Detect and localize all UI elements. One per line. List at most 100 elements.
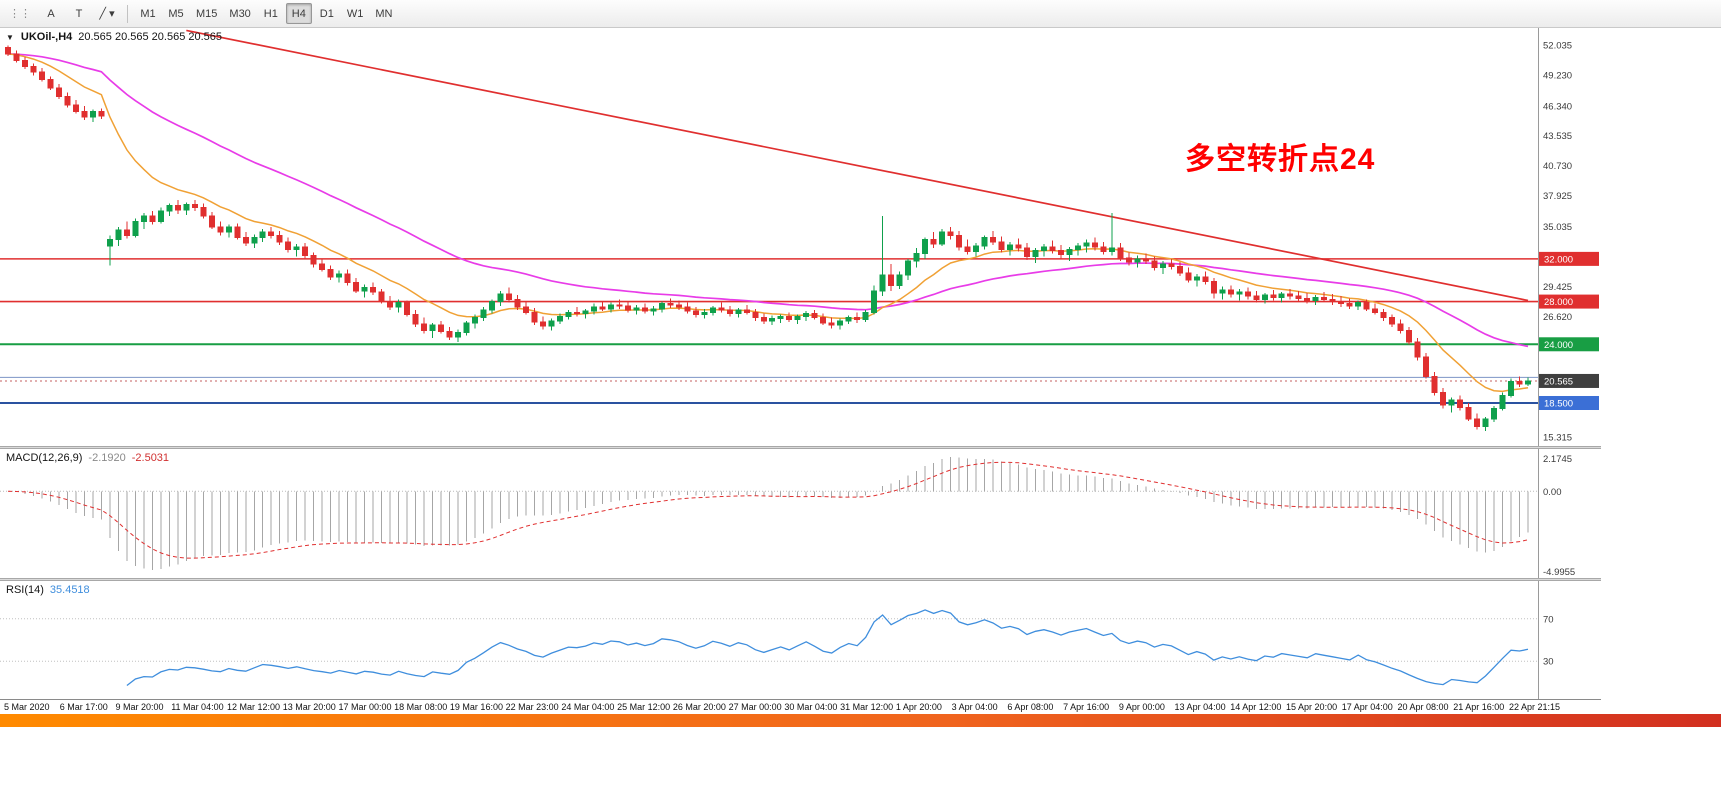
price-tick: 15.315 — [1543, 433, 1572, 444]
price-badge — [1539, 251, 1599, 266]
macd-scale-tick: -4.9955 — [1543, 567, 1575, 578]
macd-scale-tick: 0.00 — [1543, 487, 1562, 498]
time-label: 27 Mar 00:00 — [728, 702, 782, 712]
rsi-scale-tick: 70 — [1543, 614, 1554, 625]
trendline — [186, 29, 1529, 302]
toolbar: ⋮⋮ A T ╱ ▾ M1 M5 M15 M30 H1 H4 D1 W1 MN — [0, 0, 1721, 28]
price-chart-canvas: 52.035 49.230 46.340 43.535 40.730 37.925 35.0… — [0, 28, 1599, 446]
price-tick: 29.425 — [1543, 282, 1572, 293]
macd-panel[interactable]: 2.1745 0.00 -4.9955 MACD(12,26,9) -2.1920 … — [0, 449, 1601, 578]
timeframe-buttons-group: M1 M5 M15 M30 H1 H4 D1 W1 MN — [135, 3, 397, 24]
price-badge — [1539, 294, 1599, 309]
price-tick: 43.535 — [1543, 131, 1572, 142]
collapse-chart-icon[interactable]: ▼ — [6, 33, 14, 42]
cursor-tool-button[interactable]: A — [47, 7, 55, 20]
time-label: 13 Apr 04:00 — [1174, 702, 1226, 712]
time-label: 25 Mar 12:00 — [617, 702, 671, 712]
svg-text:28.000: 28.000 — [1544, 297, 1573, 308]
time-label: 13 Mar 20:00 — [282, 702, 336, 712]
rsi-canvas: 70 30 — [0, 581, 1554, 699]
chart-title: ▼ UKOil-,H4 20.565 20.565 20.565 20.565 — [6, 31, 222, 43]
rsi-label: RSI(14) — [6, 584, 44, 596]
rsi-title: RSI(14) 35.4518 — [6, 584, 90, 596]
time-label: 22 Apr 21:15 — [1509, 702, 1561, 712]
rsi-scale-tick: 30 — [1543, 657, 1554, 668]
rsi-value: 35.4518 — [49, 584, 90, 596]
price-badge — [1539, 337, 1599, 352]
time-label: 22 Mar 23:00 — [505, 702, 559, 712]
toolbar-tools-group: ⋮⋮ A T ╱ ▾ — [4, 3, 120, 24]
bottom-strip — [0, 714, 1721, 727]
rsi-line — [126, 609, 1529, 687]
timeframe-h4-button[interactable]: H4 — [285, 3, 312, 24]
svg-text:18.500: 18.500 — [1544, 398, 1573, 409]
price-tick: 37.925 — [1543, 191, 1572, 202]
macd-canvas: 2.1745 0.00 -4.9955 — [0, 449, 1575, 578]
grip-icon[interactable]: ⋮⋮ — [9, 8, 31, 20]
candles — [5, 45, 1531, 431]
macd-histogram — [15, 457, 1529, 570]
time-label: 11 Mar 04:00 — [171, 702, 224, 712]
macd-signal-value: -2.5031 — [131, 452, 170, 464]
svg-text:24.000: 24.000 — [1544, 340, 1573, 351]
time-label: 24 Mar 04:00 — [561, 702, 615, 712]
macd-title: MACD(12,26,9) -2.1920 -2.5031 — [6, 452, 169, 464]
macd-label: MACD(12,26,9) — [6, 452, 83, 464]
macd-main-value: -2.1920 — [88, 452, 126, 464]
toolbar-separator — [127, 4, 128, 23]
price-tick: 40.730 — [1543, 161, 1572, 172]
time-label: 9 Mar 20:00 — [115, 702, 164, 712]
time-label: 19 Mar 16:00 — [449, 702, 503, 712]
macd-scale-tick: 2.1745 — [1543, 454, 1572, 465]
timeframe-d1-button[interactable]: D1 — [319, 7, 334, 20]
ohlc-values: 20.565 20.565 20.565 20.565 — [78, 31, 223, 43]
symbol-timeframe-label: UKOil-,H4 — [20, 31, 73, 43]
price-badge — [1539, 373, 1599, 388]
time-label: 14 Apr 12:00 — [1230, 702, 1282, 712]
time-label: 18 Mar 08:00 — [394, 702, 448, 712]
macd-signal-line — [7, 461, 1529, 559]
time-label: 7 Apr 16:00 — [1063, 702, 1110, 712]
time-label: 30 Mar 04:00 — [784, 702, 838, 712]
price-badge — [1539, 395, 1599, 410]
timeframe-m15-button[interactable]: M15 — [196, 7, 218, 20]
time-label: 9 Apr 00:00 — [1118, 702, 1165, 712]
timeframe-h1-button[interactable]: H1 — [263, 7, 278, 20]
time-label: 17 Mar 00:00 — [338, 702, 392, 712]
svg-text:32.000: 32.000 — [1544, 254, 1573, 265]
time-label: 5 Mar 2020 — [4, 702, 50, 712]
svg-text:20.565: 20.565 — [1544, 376, 1573, 387]
time-label: 6 Apr 08:00 — [1007, 702, 1054, 712]
timeframe-m5-button[interactable]: M5 — [168, 7, 184, 20]
ma-fast-line — [7, 53, 1529, 393]
splitter-macd-rsi[interactable] — [0, 578, 1601, 581]
time-label: 15 Apr 20:00 — [1286, 702, 1338, 712]
price-tick: 52.035 — [1543, 41, 1572, 52]
price-tick: 35.035 — [1543, 222, 1572, 233]
price-tick: 46.340 — [1543, 101, 1572, 112]
rsi-panel[interactable]: 70 30 RSI(14) 35.4518 — [0, 581, 1601, 699]
text-tool-button[interactable]: T — [75, 7, 83, 20]
time-label: 6 Mar 17:00 — [59, 702, 108, 712]
ma-slow-line — [7, 53, 1529, 348]
timeframe-m1-button[interactable]: M1 — [140, 7, 156, 20]
price-tick: 26.620 — [1543, 312, 1572, 323]
time-label: 21 Apr 16:00 — [1453, 702, 1505, 712]
main-chart-panel[interactable]: 52.035 49.230 46.340 43.535 40.730 37.925 35.0… — [0, 28, 1601, 446]
price-tick: 49.230 — [1543, 70, 1572, 81]
time-label: 31 Mar 12:00 — [840, 702, 894, 712]
annotation-turning-point: 多空转折点24 — [1185, 143, 1376, 176]
time-label: 12 Mar 12:00 — [226, 702, 280, 712]
time-label: 26 Mar 20:00 — [672, 702, 726, 712]
time-label: 17 Apr 04:00 — [1341, 702, 1393, 712]
timeframe-w1-button[interactable]: W1 — [346, 7, 364, 20]
chart-window: 52.035 49.230 46.340 43.535 40.730 37.925 35.0… — [0, 28, 1601, 714]
draw-tool-button[interactable]: ╱ ▾ — [99, 8, 115, 20]
timeframe-mn-button[interactable]: MN — [375, 7, 393, 20]
time-label: 20 Apr 08:00 — [1397, 702, 1449, 712]
timeframe-m30-button[interactable]: M30 — [229, 7, 251, 20]
time-label: 3 Apr 04:00 — [951, 702, 998, 712]
splitter-main-macd[interactable] — [0, 446, 1601, 449]
time-axis[interactable]: 5 Mar 2020 6 Mar 17:00 9 Mar 20:00 11 Mar 0… — [0, 699, 1601, 714]
time-label: 1 Apr 20:00 — [895, 702, 942, 712]
